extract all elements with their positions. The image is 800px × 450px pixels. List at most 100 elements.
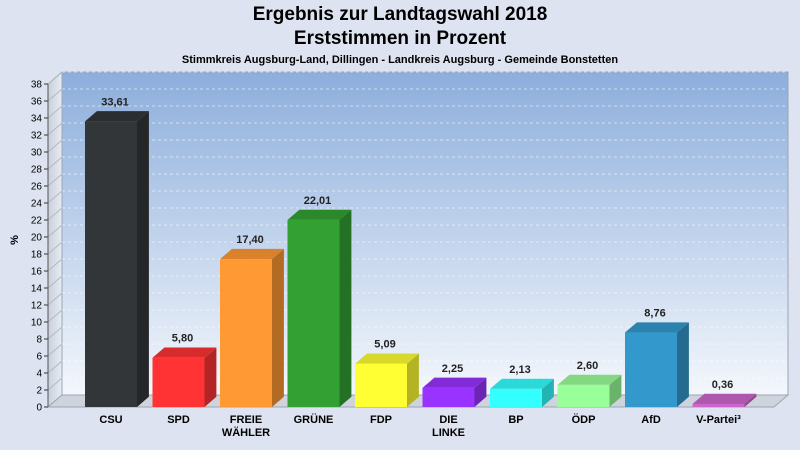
bar-top [625,322,689,333]
gridline-side [47,377,63,391]
y-tick-label: 16 [31,267,43,278]
y-tick-label: 2 [36,386,42,397]
y-tick-label: 26 [31,182,43,193]
x-category-label: FDP [370,414,392,426]
y-tick-label: 32 [31,131,43,142]
bar-front [287,219,340,407]
y-tick-label: 0 [36,403,42,414]
bar-top [490,378,554,389]
bar-front [85,121,137,407]
y-tick-label: 4 [36,369,42,380]
bar-top [422,377,487,388]
bar [557,374,622,407]
bar-top [85,111,149,122]
gridline-side [47,343,63,357]
y-tick-label: 8 [36,335,42,346]
bar-front [557,384,610,407]
gridline-side [47,292,63,306]
gridline-side [47,71,63,85]
plot-side-wall [47,70,63,409]
bar-value-label: 17,40 [236,234,264,246]
x-category-label: V-Partei³ [696,414,741,426]
y-tick-label: 12 [31,301,43,312]
bar-front [490,388,542,407]
y-tick-label: 10 [31,318,43,329]
y-tick-label: 36 [31,97,43,108]
y-tick-label: 22 [31,216,43,227]
bar-top [692,393,757,404]
gridline-side [47,105,63,119]
bar-value-label: 0,36 [712,379,733,391]
bar-top [557,374,622,385]
bar [692,393,757,407]
bar-top [287,209,352,220]
bar-front [692,403,745,407]
bar [220,248,284,407]
bar-side [137,111,149,408]
gridline-side [47,241,63,255]
bar-side [744,393,757,407]
bar-value-label: 2,60 [577,360,598,372]
bar-value-label: 5,09 [374,339,395,351]
gridline-side [47,360,63,374]
gridline-side [47,309,63,323]
bar-side [272,248,284,407]
y-tick-label: 20 [31,233,43,244]
gridline-side [47,122,63,136]
y-tick-label: 24 [31,199,43,210]
y-axis-label: % [9,235,21,245]
bar-front [152,357,205,407]
bar-side [339,209,352,407]
x-category-label: FREIE [230,414,262,426]
bar-front [625,332,677,407]
y-tick-label: 30 [31,148,43,159]
bar-side [474,377,487,407]
chart-subtitle: Stimmkreis Augsburg-Land, Dillingen - La… [181,54,619,66]
bar [355,353,419,407]
chart-title-line2: Erststimmen in Prozent [293,28,507,49]
bar-side [407,353,419,407]
bar-value-label: 22,01 [304,195,332,207]
x-category-label: DIE [439,414,457,426]
bar [625,322,689,407]
bar-side [609,374,622,407]
y-tick-label: 34 [31,114,43,125]
gridline-side [47,156,63,170]
bar-value-label: 33,61 [101,96,129,108]
bar-top [220,248,284,260]
bar-top [355,353,419,364]
gridline-side [47,190,63,204]
bar-front [422,387,475,407]
y-tick-label: 38 [31,80,43,91]
bar [287,209,352,407]
gridline-side [47,326,63,340]
gridline-side [47,275,63,289]
x-category-label: SPD [167,414,190,426]
chart-title-line1: Ergebnis zur Landtagswahl 2018 [252,4,548,25]
x-category-label: ÖDP [572,413,596,426]
bar-side [204,347,217,407]
y-tick-label: 28 [31,165,43,176]
gridline-side [47,139,63,153]
x-category-label: AfD [641,414,661,426]
gridline-side [47,258,63,272]
x-category-label: CSU [99,414,122,426]
bar-value-label: 8,76 [644,308,665,320]
bar [490,378,554,407]
bar-value-label: 5,80 [172,333,193,345]
gridline-side [47,173,63,187]
bar [152,347,217,407]
y-tick-label: 18 [31,250,43,261]
bar-top [152,347,217,358]
bar-side [677,322,689,407]
bar-value-label: 2,13 [509,364,530,376]
bar-front [355,363,407,407]
bar-side [542,378,554,407]
bar [422,377,487,407]
x-category-label: WÄHLER [222,426,270,439]
y-tick-label: 14 [31,284,43,295]
gridline-side [47,224,63,238]
bar-value-label: 2,25 [442,363,463,375]
